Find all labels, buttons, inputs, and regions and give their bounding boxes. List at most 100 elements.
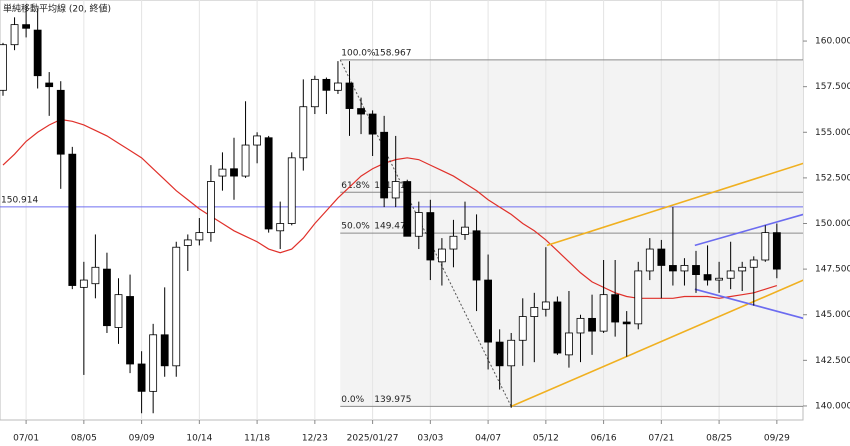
y-tick-label: 145.000 <box>815 310 850 320</box>
plot: 100.0%158.96761.8%151.71250.0%149.4710.0… <box>0 0 803 420</box>
candle-body <box>703 274 712 281</box>
y-tick-label: 150.000 <box>815 219 850 229</box>
x-tick-label: 2025/01/27 <box>347 434 399 444</box>
candle-body <box>137 363 146 392</box>
x-tick-label: 04/07 <box>475 434 501 444</box>
candle-body <box>253 135 262 146</box>
candle-body <box>172 246 181 367</box>
y-tick-label: 147.500 <box>815 265 850 275</box>
candle-body <box>437 248 446 263</box>
candle-body <box>403 181 412 237</box>
candle-body <box>56 89 65 155</box>
fib-ratio: 50.0% <box>341 222 370 232</box>
fib-price: 158.967 <box>374 48 411 58</box>
x-tick-label: 11/18 <box>244 434 270 444</box>
candle-body <box>183 239 192 246</box>
candle-body <box>310 78 319 108</box>
candle-body <box>738 266 747 272</box>
candle-body <box>33 29 42 77</box>
candle-body <box>45 82 54 88</box>
fib-ratio: 100.0% <box>341 48 376 58</box>
candle-body <box>530 307 539 317</box>
candle-body <box>761 232 770 261</box>
candle-body <box>565 332 573 356</box>
candle-body <box>495 341 504 367</box>
candle-body <box>622 321 631 325</box>
candle-body <box>518 316 527 341</box>
candle-body <box>414 212 423 237</box>
x-tick-label: 07/21 <box>648 434 674 444</box>
trend-line <box>546 162 803 247</box>
candle-body <box>357 108 365 115</box>
candle-body <box>345 82 354 109</box>
candle-body <box>230 168 238 177</box>
candle-body <box>160 334 169 367</box>
candle-body <box>322 78 331 91</box>
candle-body <box>299 106 308 159</box>
x-tick-label: 05/12 <box>533 434 559 444</box>
candle-body <box>576 317 585 334</box>
x-tick-label: 09/09 <box>129 434 155 444</box>
candle-body <box>22 24 31 29</box>
candle-body <box>484 279 493 343</box>
candle-body <box>472 230 481 281</box>
candle-body <box>287 157 296 224</box>
candle-body <box>241 144 250 177</box>
candle-body <box>715 277 723 281</box>
candle-body <box>334 82 342 91</box>
candle-body <box>276 223 285 232</box>
candle-body <box>114 294 123 328</box>
y-tick-label: 160.000 <box>815 37 850 47</box>
trend-line <box>510 279 803 408</box>
y-tick-label: 155.000 <box>815 128 850 138</box>
candle-body <box>588 317 596 332</box>
h-line-label: 150.914 <box>1 195 38 205</box>
fib-ratio: 61.8% <box>341 181 370 191</box>
x-tick-label: 06/16 <box>591 434 617 444</box>
candle-body <box>103 268 111 327</box>
y-tick-label: 157.500 <box>815 82 850 92</box>
candle-body <box>449 235 458 250</box>
candle-body <box>669 265 677 272</box>
candle-body <box>541 301 550 310</box>
x-tick-label: 03/03 <box>417 434 443 444</box>
candle-body <box>10 24 19 46</box>
trend-line <box>694 288 803 320</box>
candle-body <box>772 232 781 270</box>
y-tick-label: 142.500 <box>815 356 850 366</box>
y-tick-label: 140.000 <box>815 401 850 411</box>
trend-line <box>694 213 803 247</box>
x-tick-label: 09/29 <box>764 434 790 444</box>
candle-body <box>553 301 562 354</box>
candle-body <box>645 248 654 272</box>
candle-body <box>68 153 77 286</box>
candle-body <box>91 266 100 285</box>
candle-body <box>461 226 469 235</box>
x-tick-label: 08/05 <box>71 434 97 444</box>
candle-body <box>657 248 666 266</box>
x-tick-label: 07/01 <box>13 434 39 444</box>
candle-body <box>680 265 689 272</box>
candle-body <box>0 44 7 91</box>
candle-body <box>79 279 88 288</box>
candle-body <box>426 212 435 261</box>
fib-price: 139.975 <box>374 395 411 405</box>
candle-body <box>218 168 227 177</box>
fib-price: 149.471 <box>374 222 411 232</box>
candle-body <box>380 131 389 199</box>
candle-body <box>599 294 608 332</box>
candle-body <box>368 113 377 135</box>
candle-body <box>195 232 204 241</box>
candle-body <box>692 265 700 275</box>
x-tick-label: 10/14 <box>186 434 212 444</box>
candle-body <box>126 296 134 365</box>
candle-body <box>726 270 735 279</box>
x-tick-label: 08/25 <box>706 434 732 444</box>
candle-body <box>391 181 400 199</box>
candle-body <box>149 334 158 392</box>
candle-body <box>634 270 643 325</box>
candle-body <box>507 339 516 367</box>
candle-body <box>611 294 620 323</box>
